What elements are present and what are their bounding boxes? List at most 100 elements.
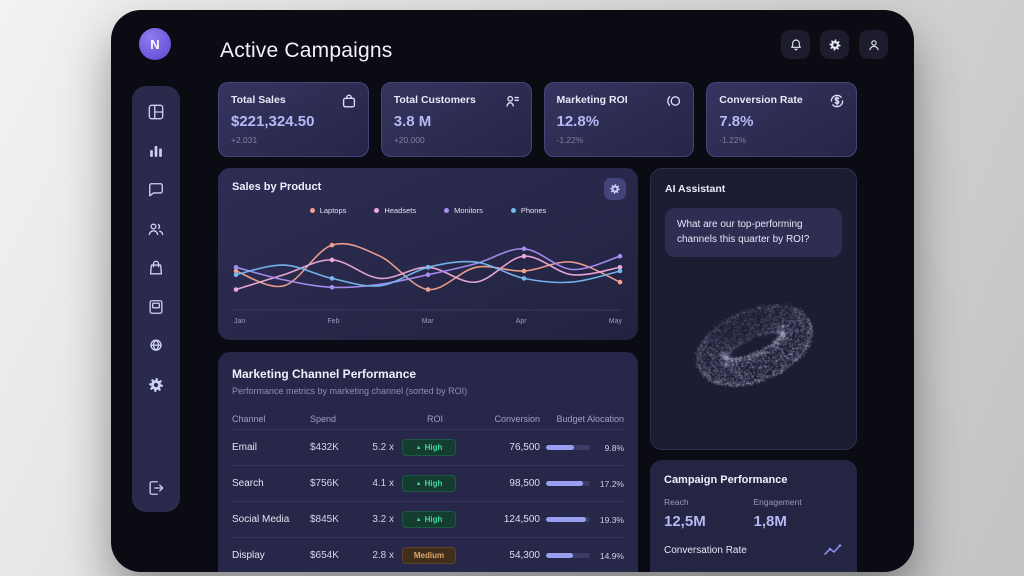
roi-badge: ▲ High <box>402 439 456 456</box>
gear-icon <box>146 375 166 395</box>
avatar[interactable]: N <box>139 28 171 60</box>
notifications-button[interactable] <box>781 30 810 59</box>
table-header: Channel Spend ROI Conversion Budget Aloc… <box>232 409 624 429</box>
channel-performance-card: Marketing Channel Performance Performanc… <box>218 352 638 572</box>
metric-reach: Reach 12,5M <box>664 497 754 530</box>
contacts-icon <box>503 92 521 115</box>
col-budget-allocation: Budget Alocation <box>540 414 624 424</box>
kpi-label: Total Sales <box>231 94 356 106</box>
metric-label: Engagement <box>754 497 844 507</box>
budget-allocation-cell: 19.3% <box>540 515 624 525</box>
disc-icon <box>665 92 683 115</box>
sidebar-item-dashboard[interactable] <box>146 102 166 122</box>
sidebar-item-messages[interactable] <box>146 180 166 200</box>
kpi-total-customers[interactable]: Total Customers 3.8 M +20.000 <box>381 82 532 157</box>
roi-level-label: High <box>425 443 443 452</box>
sidebar-item-customers[interactable] <box>146 219 166 239</box>
sidebar-item-settings[interactable] <box>146 375 166 395</box>
page-title: Active Campaigns <box>220 39 392 63</box>
sidebar-item-devices[interactable] <box>146 297 166 317</box>
kpi-value: $221,324.50 <box>231 113 356 130</box>
shopping-bag-icon <box>340 92 358 115</box>
kpi-delta: +20.000 <box>394 135 519 145</box>
dollar-refresh-icon <box>828 92 846 115</box>
legend-item[interactable]: Monitors <box>444 206 483 215</box>
legend-dot <box>511 208 516 213</box>
x-tick: Apr <box>516 318 527 325</box>
campaign-performance-title: Campaign Performance <box>664 474 843 486</box>
roi-badge: Medium <box>402 547 456 564</box>
sales-by-product-card: Sales by Product Laptops Headsets Monito… <box>218 168 638 340</box>
sidebar-item-orders[interactable] <box>146 258 166 278</box>
table-row-display[interactable]: Display $654K 2.8 x Medium 54,300 14.9% <box>232 537 624 572</box>
col-conversion: Conversion <box>468 414 540 424</box>
conversion-cell: 124,500 <box>468 514 540 525</box>
roi-badge: ▲ High <box>402 511 456 528</box>
globe-icon <box>146 336 166 356</box>
metric-engagement: Engagement 1,8M <box>754 497 844 530</box>
roi-multiplier: 2.8 x <box>366 550 402 561</box>
table-row-social-media[interactable]: Social Media $845K 3.2 x ▲ High 124,500 1… <box>232 501 624 537</box>
triangle-up-icon: ▲ <box>416 445 422 451</box>
customers-icon <box>146 219 166 239</box>
legend-item[interactable]: Laptops <box>310 206 347 215</box>
allocation-bar <box>546 517 590 522</box>
budget-allocation-cell: 17.2% <box>540 479 624 489</box>
col-channel: Channel <box>232 414 310 424</box>
conversation-rate-row[interactable]: Conversation Rate <box>664 543 843 557</box>
trend-icon <box>823 543 843 557</box>
kpi-label: Total Customers <box>394 94 519 106</box>
roi-level-label: Medium <box>414 551 444 560</box>
tablet-icon <box>146 297 166 317</box>
conversation-rate-label: Conversation Rate <box>664 545 747 556</box>
kpi-total-sales[interactable]: Total Sales $221,324.50 +2.031 <box>218 82 369 157</box>
legend-dot <box>444 208 449 213</box>
roi-badge-cell: ▲ High <box>402 475 468 492</box>
sidebar-item-analytics[interactable] <box>146 141 166 161</box>
metric-value: 1,8M <box>754 513 844 530</box>
spend-cell: $756K <box>310 478 366 489</box>
sidebar-item-logout[interactable] <box>146 478 166 498</box>
legend-label: Laptops <box>320 206 347 215</box>
roi-badge: ▲ High <box>402 475 456 492</box>
kpi-conversion-rate[interactable]: Conversion Rate 7.8% -1.22% <box>706 82 857 157</box>
triangle-up-icon: ▲ <box>416 481 422 487</box>
x-tick: Mar <box>422 318 434 325</box>
chat-icon <box>146 180 166 200</box>
legend-dot <box>310 208 315 213</box>
table-row-email[interactable]: Email $432K 5.2 x ▲ High 76,500 9.8% <box>232 429 624 465</box>
legend-item[interactable]: Headsets <box>374 206 416 215</box>
legend-item[interactable]: Phones <box>511 206 546 215</box>
table-subtitle: Performance metrics by marketing channel… <box>232 386 624 396</box>
gear-icon <box>827 37 843 53</box>
table-row-search[interactable]: Search $756K 4.1 x ▲ High 98,500 17.2% <box>232 465 624 501</box>
x-axis-labels: Jan Feb Mar Apr May <box>234 318 622 325</box>
spend-cell: $432K <box>310 442 366 453</box>
allocation-percent: 17.2% <box>597 479 624 489</box>
allocation-bar <box>546 481 590 486</box>
metric-value: 12,5M <box>664 513 754 530</box>
channel-cell: Display <box>232 550 310 561</box>
spend-cell: $654K <box>310 550 366 561</box>
profile-button[interactable] <box>859 30 888 59</box>
x-tick: Jan <box>234 318 245 325</box>
roi-level-label: High <box>425 479 443 488</box>
kpi-delta: +2.031 <box>231 135 356 145</box>
col-spend: Spend <box>310 414 366 424</box>
gear-icon <box>608 182 622 196</box>
topbar-actions <box>781 30 888 59</box>
bell-icon <box>788 37 804 53</box>
chart-settings-button[interactable] <box>604 178 626 200</box>
kpi-label: Marketing ROI <box>557 94 682 106</box>
roi-multiplier: 4.1 x <box>366 478 402 489</box>
kpi-marketing-roi[interactable]: Marketing ROI 12.8% -1.22% <box>544 82 695 157</box>
kpi-value: 7.8% <box>719 113 844 130</box>
x-tick: May <box>609 318 622 325</box>
kpi-value: 3.8 M <box>394 113 519 130</box>
sidebar-item-web[interactable] <box>146 336 166 356</box>
settings-button[interactable] <box>820 30 849 59</box>
kpi-delta: -1.22% <box>557 135 682 145</box>
roi-badge-cell: ▲ High <box>402 439 468 456</box>
x-tick: Feb <box>327 318 339 325</box>
ai-message-bubble[interactable]: What are our top-performing channels thi… <box>665 208 842 257</box>
